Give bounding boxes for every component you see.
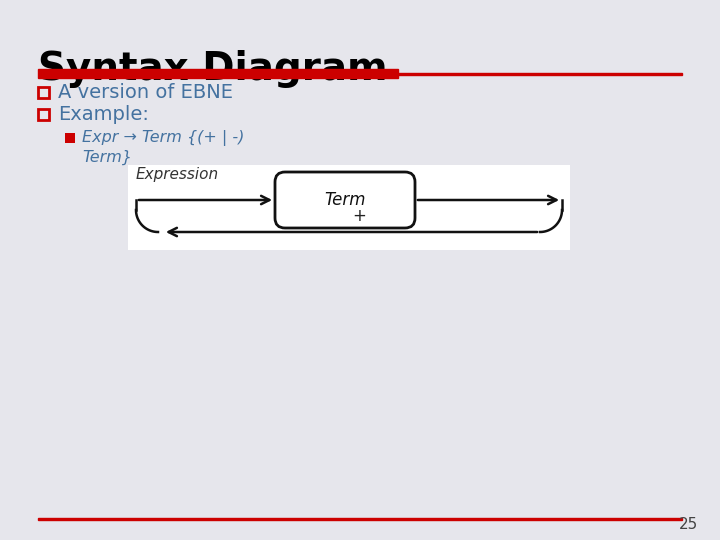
Bar <box>38 69 398 78</box>
Bar <box>38 87 49 98</box>
Text: A version of EBNE: A version of EBNE <box>58 83 233 102</box>
Text: Term: Term <box>324 191 366 209</box>
Bar <box>38 109 49 120</box>
Text: Example:: Example: <box>58 105 149 124</box>
Text: 25: 25 <box>679 517 698 532</box>
FancyBboxPatch shape <box>275 172 415 228</box>
Bar <box>128 165 570 250</box>
Text: Expr → Term {(+ | -): Expr → Term {(+ | -) <box>82 130 244 146</box>
Text: Syntax Diagram: Syntax Diagram <box>38 50 387 88</box>
Text: Expression: Expression <box>136 167 219 182</box>
Text: Term}: Term} <box>82 150 132 165</box>
Bar <box>38 518 682 520</box>
Text: +: + <box>352 207 366 225</box>
Bar <box>65 133 75 143</box>
Bar <box>398 73 682 75</box>
